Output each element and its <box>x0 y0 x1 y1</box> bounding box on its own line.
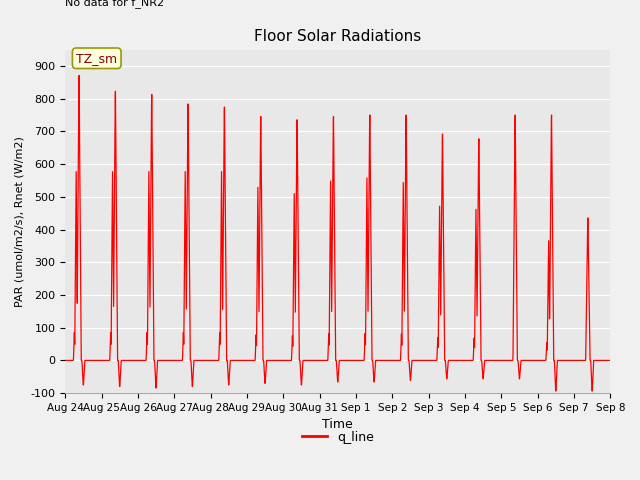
Legend: q_line: q_line <box>297 426 379 449</box>
Y-axis label: PAR (umol/m2/s), Rnet (W/m2): PAR (umol/m2/s), Rnet (W/m2) <box>15 136 25 307</box>
Text: TZ_sm: TZ_sm <box>76 52 117 65</box>
Text: No data for f_NR1
No data for f_NR2: No data for f_NR1 No data for f_NR2 <box>65 0 164 8</box>
Title: Floor Solar Radiations: Floor Solar Radiations <box>254 29 421 44</box>
X-axis label: Time: Time <box>323 419 353 432</box>
